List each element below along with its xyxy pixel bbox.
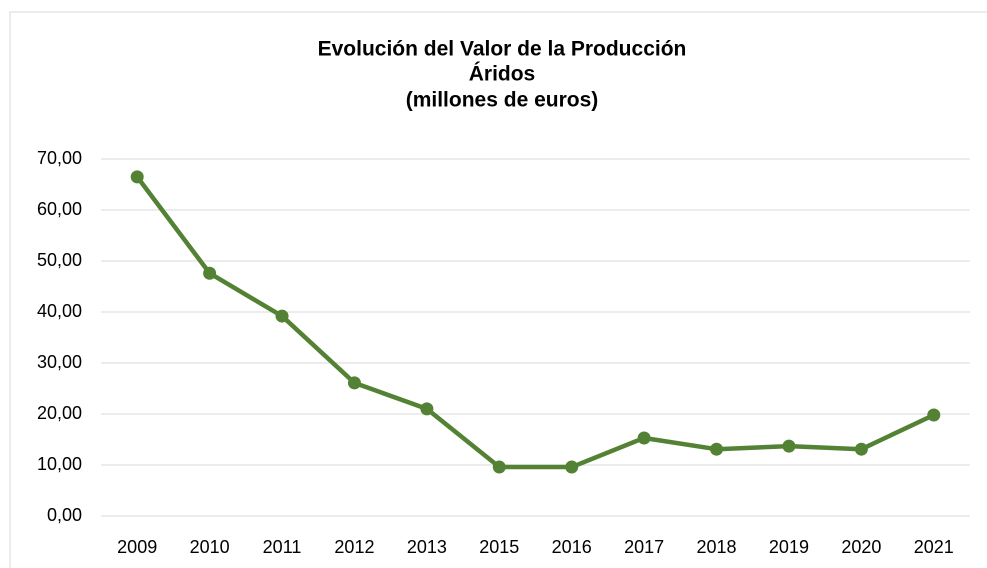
x-tick-label: 2020	[841, 537, 881, 557]
chart-title: (millones de euros)	[406, 89, 599, 112]
series-line	[135, 175, 935, 470]
x-tick-label: 2019	[769, 537, 809, 557]
x-tick-label: 2017	[624, 537, 664, 557]
data-point	[927, 408, 941, 422]
data-point	[710, 442, 724, 456]
data-point	[275, 309, 289, 323]
data-point	[420, 402, 434, 416]
data-point	[565, 460, 579, 474]
x-tick-label: 2015	[479, 537, 519, 557]
y-tick-label: 60,00	[37, 199, 82, 219]
y-tick-label: 40,00	[37, 301, 82, 321]
x-tick-label: 2009	[117, 537, 157, 557]
data-point	[130, 170, 144, 184]
y-tick-label: 0,00	[47, 505, 82, 525]
data-point	[782, 439, 796, 453]
y-tick-label: 50,00	[37, 250, 82, 270]
y-tick-label: 70,00	[37, 148, 82, 168]
x-tick-label: 2016	[552, 537, 592, 557]
x-tick-label: 2010	[190, 537, 230, 557]
chart-title: Áridos	[469, 63, 536, 86]
chart-title: Evolución del Valor de la Producción	[318, 38, 687, 61]
data-point	[854, 442, 868, 456]
data-point	[492, 460, 506, 474]
chart-border	[9, 11, 987, 568]
x-tick-label: 2012	[334, 537, 374, 557]
y-tick-label: 30,00	[37, 352, 82, 372]
data-point	[203, 266, 217, 280]
y-tick-label: 10,00	[37, 454, 82, 474]
x-tick-label: 2011	[263, 537, 302, 557]
y-tick-label: 20,00	[37, 403, 82, 423]
x-tick-label: 2021	[914, 537, 954, 557]
x-tick-label: 2013	[407, 537, 447, 557]
data-point	[347, 376, 361, 390]
data-point	[637, 431, 651, 445]
x-tick-label: 2018	[697, 537, 737, 557]
